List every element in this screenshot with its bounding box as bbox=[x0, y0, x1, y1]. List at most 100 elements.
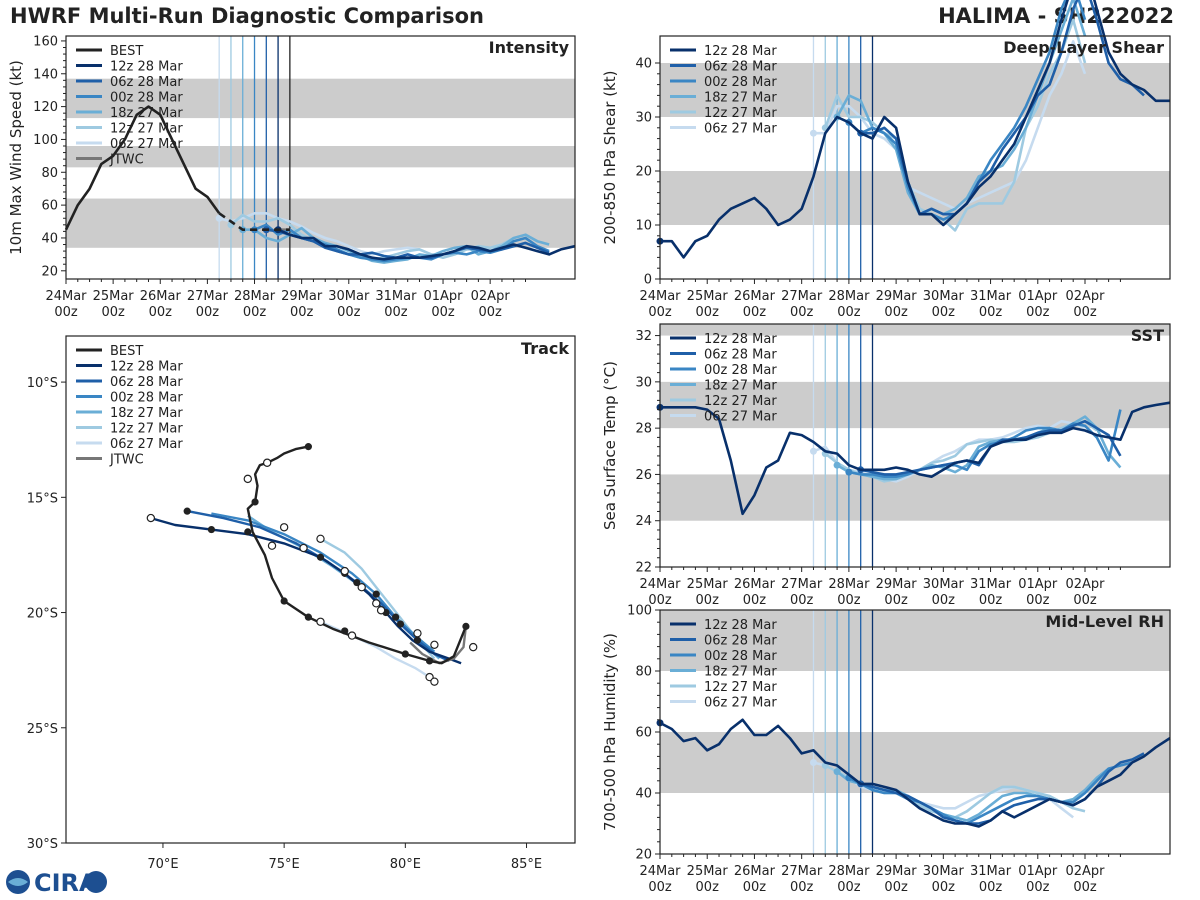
intensity-series-12z-28-mar bbox=[277, 228, 576, 261]
rh-xtick-date: 01Apr bbox=[1018, 864, 1058, 879]
track-marker-filled bbox=[413, 636, 422, 644]
rh-series-12z-28-mar bbox=[659, 718, 1171, 828]
track-marker-filled bbox=[316, 553, 325, 561]
rh-xtick-date: 30Mar bbox=[923, 864, 965, 879]
shear-xtick-hour: 00z bbox=[1026, 305, 1050, 320]
shear-panel-title: Deep-Layer Shear bbox=[1003, 38, 1164, 57]
legend-label-06z-27-mar: 06z 27 Mar bbox=[704, 410, 777, 425]
intensity-xtick-date: 01Apr bbox=[424, 289, 464, 304]
track-xtick-label: 80°E bbox=[390, 857, 421, 872]
legend-label-best: BEST bbox=[110, 344, 143, 359]
track-marker-filled bbox=[401, 650, 409, 658]
legend-label-12z-28-mar: 12z 28 Mar bbox=[110, 60, 183, 75]
shear-marker-06z-27-mar bbox=[809, 129, 817, 137]
rh-band bbox=[660, 732, 1170, 793]
track-marker-filled bbox=[183, 507, 191, 515]
track-marker-filled bbox=[372, 590, 380, 598]
legend-label-18z-27-mar: 18z 27 Mar bbox=[110, 106, 183, 121]
sst-xtick-date: 25Mar bbox=[687, 577, 729, 592]
track-marker-open bbox=[279, 523, 289, 532]
track-frame bbox=[65, 335, 576, 844]
legend-label-12z-28-mar: 12z 28 Mar bbox=[704, 332, 777, 347]
sst-xtick-hour: 00z bbox=[696, 593, 720, 608]
track-marker-open bbox=[430, 640, 439, 650]
shear-xtick-hour: 00z bbox=[932, 305, 956, 320]
track-marker-filled bbox=[396, 620, 405, 628]
legend-label-12z-27-mar: 12z 27 Mar bbox=[110, 122, 183, 137]
shear-xtick-hour: 00z bbox=[648, 305, 672, 320]
rh-xtick-hour: 00z bbox=[1073, 880, 1097, 895]
rh-xtick-hour: 00z bbox=[648, 880, 672, 895]
track-marker-open bbox=[267, 541, 277, 550]
rh-ytick-label: 100 bbox=[627, 604, 652, 619]
legend-label-jtwc: JTWC bbox=[109, 453, 144, 468]
rh-xtick-date: 25Mar bbox=[687, 864, 729, 879]
intensity-xtick-hour: 00z bbox=[243, 305, 267, 320]
rh-ytick-label: 40 bbox=[635, 787, 652, 802]
sst-xtick-hour: 00z bbox=[743, 593, 767, 608]
rh-xtick-hour: 00z bbox=[837, 880, 861, 895]
legend-label-06z-28-mar: 06z 28 Mar bbox=[110, 375, 183, 390]
intensity-xtick-hour: 00z bbox=[149, 305, 173, 320]
intensity-ytick-label: 60 bbox=[41, 199, 58, 214]
intensity-xtick-date: 02Apr bbox=[471, 289, 511, 304]
intensity-ytick-label: 20 bbox=[41, 264, 58, 279]
rh-xtick-hour: 00z bbox=[884, 880, 908, 895]
intensity-ytick-label: 160 bbox=[33, 34, 58, 49]
legend-label-00z-28-mar: 00z 28 Mar bbox=[704, 649, 777, 664]
sst-xtick-date: 01Apr bbox=[1018, 577, 1058, 592]
rh-xtick-date: 26Mar bbox=[734, 864, 776, 879]
sst-frame bbox=[659, 323, 1171, 568]
shear-ylabel: 200-850 hPa Shear (kt) bbox=[601, 71, 619, 245]
legend-label-06z-28-mar: 06z 28 Mar bbox=[704, 348, 777, 363]
sst-ytick-label: 32 bbox=[635, 329, 652, 344]
rh-xtick-hour: 00z bbox=[790, 880, 814, 895]
track-marker-open bbox=[146, 513, 156, 523]
intensity-xtick-date: 27Mar bbox=[187, 289, 229, 304]
track-series-00z-28-mar bbox=[211, 512, 436, 653]
track-marker-filled bbox=[207, 525, 216, 534]
shear-ytick-label: 40 bbox=[635, 57, 652, 72]
shear-xtick-date: 27Mar bbox=[781, 289, 823, 304]
sst-xtick-hour: 00z bbox=[648, 593, 672, 608]
rh-panel: 2040608010024Mar00z25Mar00z26Mar00z27Mar… bbox=[601, 604, 1171, 895]
track-marker-open bbox=[316, 617, 325, 626]
rh-marker-18z-27-mar bbox=[833, 768, 841, 776]
track-marker-open bbox=[372, 599, 381, 608]
intensity-ytick-label: 120 bbox=[33, 100, 58, 115]
sst-ytick-label: 26 bbox=[635, 468, 652, 483]
intensity-xtick-date: 26Mar bbox=[140, 289, 182, 304]
intensity-xtick-hour: 00z bbox=[337, 305, 361, 320]
shear-ytick-label: 0 bbox=[644, 273, 652, 288]
legend-label-06z-28-mar: 06z 28 Mar bbox=[110, 75, 183, 90]
intensity-panel-title: Intensity bbox=[489, 38, 570, 57]
shear-xtick-date: 28Mar bbox=[828, 289, 870, 304]
sst-ytick-label: 24 bbox=[635, 514, 652, 529]
intensity-xtick-hour: 00z bbox=[101, 305, 125, 320]
track-marker-open bbox=[413, 629, 422, 638]
shear-frame bbox=[659, 35, 1171, 280]
legend-label-12z-28-mar: 12z 28 Mar bbox=[110, 360, 183, 375]
legend-label-06z-27-mar: 06z 27 Mar bbox=[704, 122, 777, 137]
intensity-xtick-hour: 00z bbox=[196, 305, 220, 320]
satellite-icon bbox=[85, 871, 107, 893]
track-marker-filled bbox=[392, 613, 400, 621]
legend-label-00z-28-mar: 00z 28 Mar bbox=[110, 91, 183, 106]
sst-xtick-hour: 00z bbox=[837, 593, 861, 608]
rh-xtick-hour: 00z bbox=[1026, 880, 1050, 895]
sst-xtick-hour: 00z bbox=[1073, 593, 1097, 608]
track-marker-open bbox=[243, 474, 252, 484]
rh-ylabel: 700-500 hPa Humidity (%) bbox=[601, 633, 619, 831]
shear-series-12z-28-mar bbox=[660, 0, 1170, 259]
legend-label-12z-27-mar: 12z 27 Mar bbox=[704, 394, 777, 409]
intensity-xtick-hour: 00z bbox=[384, 305, 408, 320]
rh-band bbox=[660, 610, 1170, 671]
legend-label-18z-27-mar: 18z 27 Mar bbox=[704, 665, 777, 680]
rh-xtick-hour: 00z bbox=[979, 880, 1003, 895]
rh-ytick-label: 60 bbox=[635, 726, 652, 741]
shear-ytick-label: 20 bbox=[635, 165, 652, 180]
sst-ytick-label: 22 bbox=[635, 561, 652, 576]
track-marker-filled bbox=[251, 498, 259, 506]
track-marker-filled bbox=[462, 622, 470, 630]
